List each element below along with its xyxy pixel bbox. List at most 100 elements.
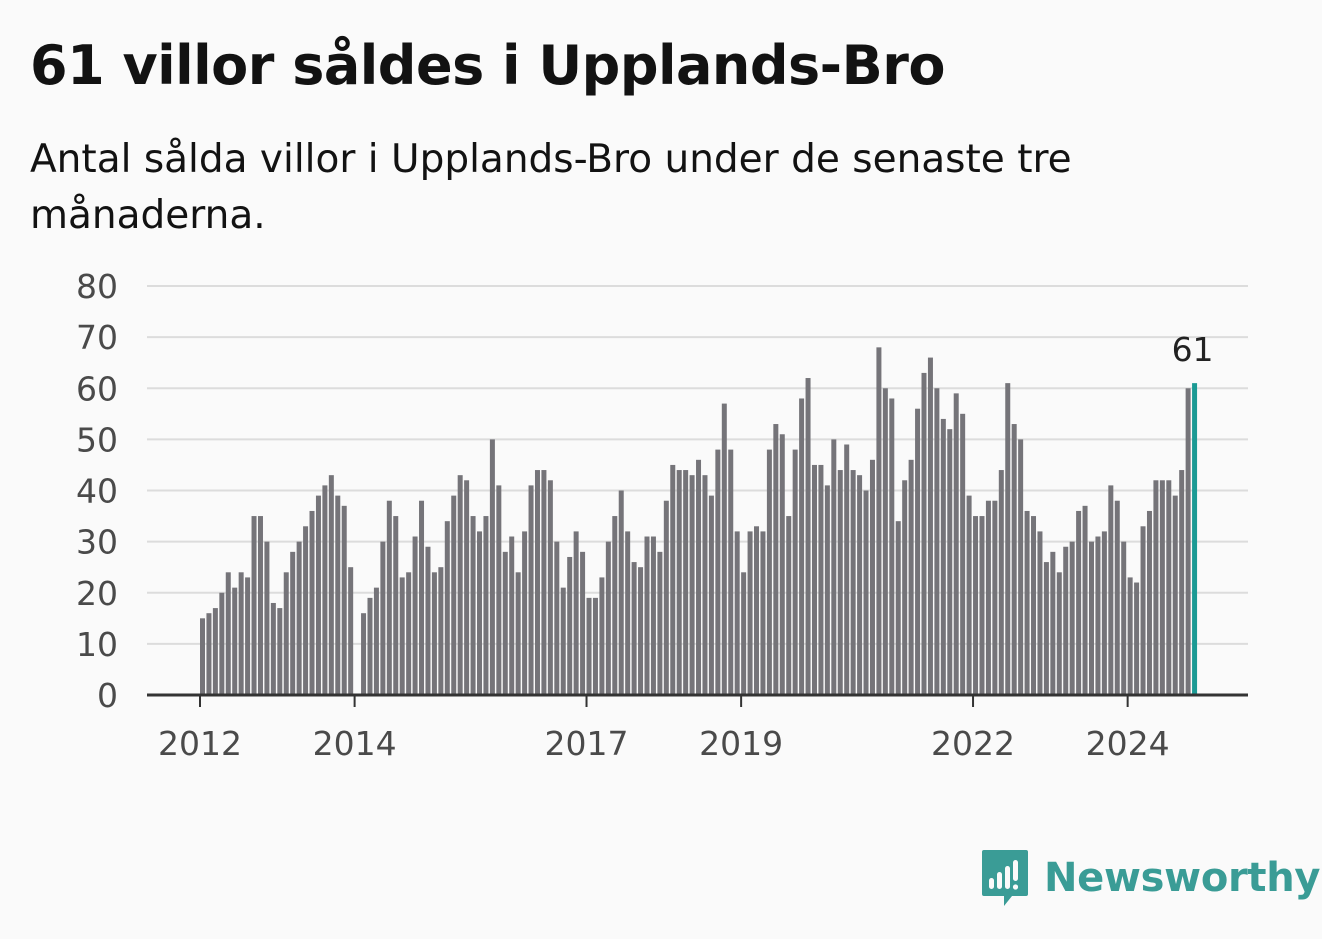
bar [1114, 500, 1120, 695]
bar [947, 429, 953, 695]
data-labels: 61 [1172, 330, 1214, 369]
bar [212, 608, 218, 695]
bar [863, 490, 869, 695]
bar [341, 505, 347, 695]
bar [715, 449, 721, 695]
bar [747, 531, 753, 695]
bar-highlight [1192, 383, 1198, 695]
bar [779, 434, 785, 695]
bar [850, 470, 856, 695]
bar [1043, 562, 1049, 695]
brand-name: Newsworthy [1044, 855, 1321, 901]
y-tick-label: 70 [76, 318, 118, 357]
bar [1140, 526, 1146, 695]
bar [889, 398, 895, 695]
bar [1024, 510, 1030, 695]
bar [245, 577, 251, 695]
bar [1108, 485, 1114, 695]
bar [406, 572, 412, 695]
bar [567, 556, 573, 695]
bar [315, 495, 321, 695]
bar [573, 531, 579, 695]
bar [1063, 546, 1069, 695]
bar [502, 551, 508, 695]
bar [1069, 541, 1075, 695]
bar [921, 372, 927, 695]
chart-subtitle: Antal sålda villor i Upplands-Bro under … [30, 137, 1072, 238]
x-tick-label: 2017 [545, 724, 629, 763]
bar [257, 516, 263, 695]
bar [1127, 577, 1133, 695]
x-tick-label: 2019 [699, 724, 783, 763]
bar [1101, 531, 1107, 695]
bar [708, 495, 714, 695]
bar [676, 470, 682, 695]
bar [650, 536, 656, 695]
bar [419, 500, 425, 695]
bar [869, 459, 875, 695]
bar [335, 495, 341, 695]
bar [1050, 551, 1056, 695]
bar [451, 495, 457, 695]
bar [477, 531, 483, 695]
bar [644, 536, 650, 695]
bar [200, 618, 205, 695]
bar [696, 459, 702, 695]
bar [554, 541, 560, 695]
bar [1179, 470, 1185, 695]
bar [973, 516, 979, 695]
bar [1018, 439, 1024, 695]
bar [631, 562, 637, 695]
bar [232, 587, 238, 695]
bar [489, 439, 495, 695]
bar [1121, 541, 1127, 695]
bar [908, 459, 914, 695]
bar [773, 424, 779, 695]
bar [824, 485, 830, 695]
bar [444, 521, 450, 695]
bar [625, 531, 631, 695]
bar [927, 357, 933, 695]
bar [560, 587, 566, 695]
bar [728, 449, 734, 695]
bar [470, 516, 476, 695]
bar [1037, 531, 1043, 695]
bar [264, 541, 270, 695]
bar [496, 485, 502, 695]
bar [818, 464, 824, 695]
bar [1159, 480, 1165, 695]
bar [483, 516, 489, 695]
bar [1153, 480, 1159, 695]
bar [464, 480, 470, 695]
bar [721, 403, 727, 695]
bar [303, 526, 309, 695]
bar [805, 378, 811, 695]
bar [534, 470, 540, 695]
bar [399, 577, 405, 695]
bar [792, 449, 798, 695]
bar [966, 495, 972, 695]
bar [515, 572, 521, 695]
bar [940, 418, 946, 695]
bar [412, 536, 418, 695]
y-tick-label: 30 [76, 523, 118, 562]
bar [1056, 572, 1062, 695]
newsworthy-logo-icon [982, 850, 1028, 906]
bar [1172, 495, 1178, 695]
bar [1146, 510, 1152, 695]
bar [586, 597, 592, 695]
x-tick-label: 2024 [1086, 724, 1170, 763]
bar [206, 613, 212, 695]
bar [811, 464, 817, 695]
bar [979, 516, 985, 695]
bar [599, 577, 605, 695]
x-tick-label: 2014 [313, 724, 397, 763]
newsworthy-brand[interactable]: Newsworthy [980, 848, 1321, 908]
bar [1031, 516, 1037, 695]
bar [457, 475, 463, 695]
bar [882, 388, 888, 695]
bar [1011, 424, 1017, 695]
bar [960, 413, 966, 695]
bar [683, 470, 689, 695]
bar [283, 572, 289, 695]
